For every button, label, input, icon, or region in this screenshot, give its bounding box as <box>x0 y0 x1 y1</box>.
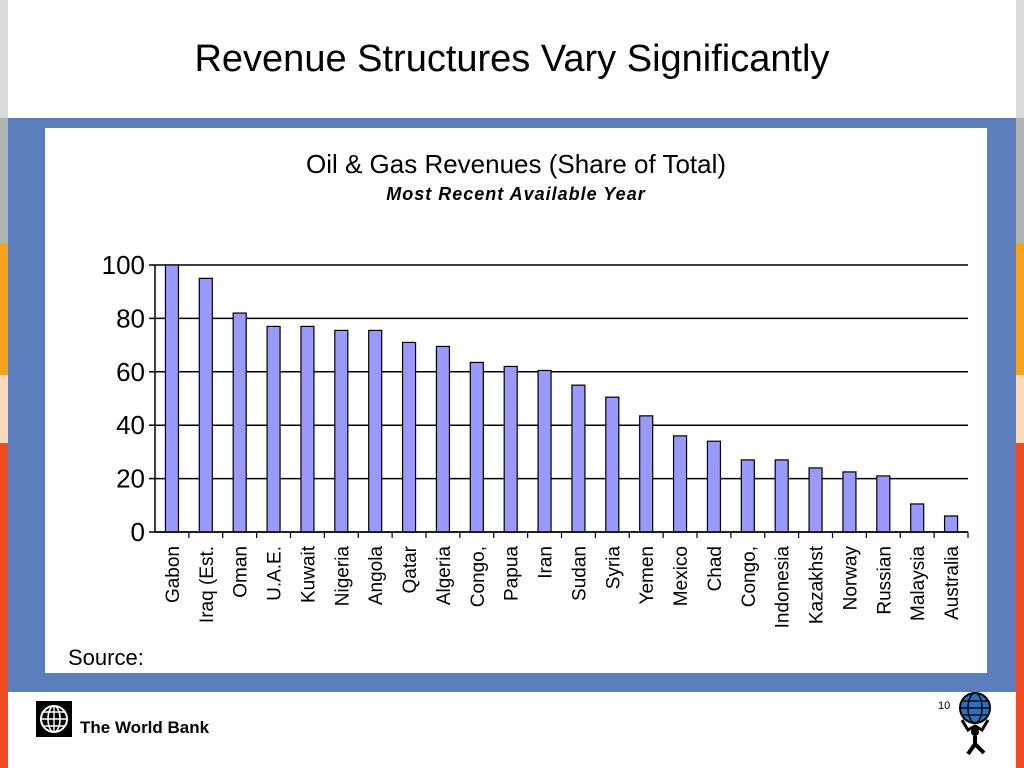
bar <box>774 459 789 533</box>
strip-red <box>0 443 8 768</box>
bar <box>808 467 823 533</box>
x-category-label: Papua <box>502 546 523 601</box>
right-decor-strip <box>1016 0 1024 768</box>
x-category-label: Indonesia <box>773 546 794 629</box>
x-category-label: Mexico <box>671 546 692 606</box>
x-category-label: Malaysia <box>908 546 929 621</box>
x-category-label: Congo, <box>739 546 760 607</box>
bar <box>571 384 586 533</box>
chart-title: Oil & Gas Revenues (Share of Total) <box>306 149 726 179</box>
x-category-label: Gabon <box>163 546 184 603</box>
x-category-label: Iraq (Est. <box>197 546 218 623</box>
y-tick-label: 20 <box>116 464 145 494</box>
bar <box>401 341 417 533</box>
bar <box>164 264 180 533</box>
y-tick-label: 60 <box>116 357 145 387</box>
bar <box>943 515 959 533</box>
strip-gray-right <box>1016 118 1024 243</box>
y-tick-label: 0 <box>131 517 145 547</box>
strip-peach-right <box>1016 375 1024 443</box>
chart-panel: Oil & Gas Revenues (Share of Total) Most … <box>45 128 987 673</box>
footer-brand: The World Bank <box>80 718 210 737</box>
bar <box>842 471 857 533</box>
bar <box>672 435 688 533</box>
x-category-label: Kazakhst <box>807 545 828 624</box>
chart-subtitle: Most Recent Available Year <box>386 184 645 204</box>
x-category-label: Syria <box>603 546 624 590</box>
y-tick-label: 100 <box>102 250 145 280</box>
strip-orange-right <box>1016 243 1024 375</box>
x-category-label: Chad <box>705 546 726 591</box>
bar <box>876 475 891 533</box>
x-category-label: Norway <box>840 546 861 611</box>
x-category-label: Oman <box>231 546 252 598</box>
source-label: Source: <box>68 645 144 670</box>
bar <box>435 345 451 533</box>
x-category-label: Sudan <box>569 546 590 601</box>
x-category-label: U.A.E. <box>265 546 286 601</box>
x-category-label: Iran <box>536 546 557 579</box>
bar <box>232 312 247 533</box>
x-category-label: Yemen <box>637 546 658 604</box>
strip-gray <box>0 118 8 243</box>
slide-title: Revenue Structures Vary Significantly <box>194 38 830 80</box>
bar <box>469 361 484 533</box>
left-decor-strip <box>0 0 8 768</box>
bar <box>266 325 281 533</box>
x-category-label: Angola <box>366 546 387 606</box>
strip-peach <box>0 375 8 443</box>
bar <box>706 440 722 533</box>
strip-gray-light-right <box>1016 0 1024 118</box>
world-bank-globe-icon <box>36 701 72 737</box>
strip-orange <box>0 243 8 375</box>
bar <box>910 503 925 533</box>
x-category-label: Australia <box>942 546 963 620</box>
bar <box>334 329 349 533</box>
strip-gray-light <box>0 0 8 118</box>
bar <box>300 325 315 533</box>
x-category-label: Congo, <box>468 546 489 607</box>
bar <box>605 396 620 533</box>
strip-red-right <box>1016 443 1024 768</box>
bar <box>503 365 518 533</box>
bar <box>740 459 755 533</box>
bar <box>198 277 213 533</box>
y-tick-label: 40 <box>116 410 145 440</box>
x-category-label: Qatar <box>400 545 421 593</box>
bar-chart: Oil & Gas Revenues (Share of Total) Most … <box>102 149 969 629</box>
page-number: 10 <box>938 700 951 712</box>
y-tick-label: 80 <box>116 303 145 333</box>
atlas-globe-icon <box>959 692 991 756</box>
x-category-label: Russian <box>874 546 895 615</box>
x-category-label: Algeria <box>434 546 455 606</box>
x-category-label: Nigeria <box>332 546 353 607</box>
bar <box>639 415 654 533</box>
bar <box>537 369 552 533</box>
bar <box>368 329 383 533</box>
x-category-label: Kuwait <box>298 545 319 603</box>
